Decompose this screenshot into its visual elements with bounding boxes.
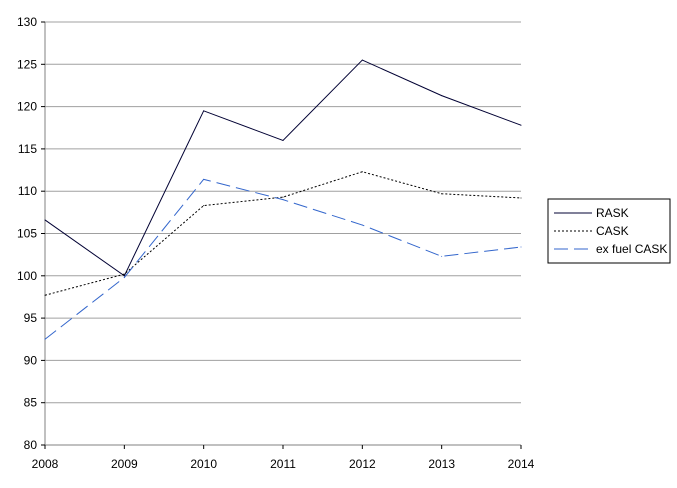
data-point [203,110,205,112]
y-tick-label: 80 [24,438,38,452]
legend: RASK CASK ex fuel CASK [547,198,671,264]
series-line-ex-fuel-cask [44,178,522,340]
data-point [123,276,125,278]
data-point [203,178,205,180]
legend-label: RASK [596,206,629,220]
data-point [520,124,522,126]
legend-label: ex fuel CASK [596,242,667,256]
y-tick-label: 100 [17,269,37,283]
data-point [361,171,363,173]
series-lines [44,59,522,340]
y-tick-label: 105 [17,227,37,241]
x-tick-label: 2014 [508,457,535,471]
data-point [44,294,46,296]
data-point [203,205,205,207]
series-line-rask [44,59,522,277]
data-point [441,95,443,97]
data-point [441,255,443,257]
data-point [44,338,46,340]
y-axis-ticks: 80 85 90 95 100 105 110 115 120 125 130 [17,15,45,452]
data-point [123,275,125,277]
gridlines [45,21,521,404]
y-tick-label: 120 [17,100,37,114]
x-tick-label: 2013 [428,457,455,471]
x-tick-label: 2011 [270,457,296,471]
y-tick-label: 125 [17,57,37,71]
y-tick-label: 130 [17,15,37,29]
y-tick-label: 85 [24,396,38,410]
y-tick-label: 110 [18,184,37,198]
legend-label: CASK [596,224,629,238]
data-point [441,193,443,195]
legend-box [547,198,671,264]
data-point [520,197,522,199]
data-point [361,224,363,226]
x-tick-label: 2010 [190,457,217,471]
y-tick-label: 95 [24,311,38,325]
y-tick-label: 115 [18,142,37,156]
x-tick-label: 2012 [349,457,376,471]
x-axis-ticks: 2008 2009 2010 2011 2012 2013 2014 [32,445,535,471]
x-tick-label: 2008 [32,457,59,471]
data-point [282,196,284,198]
data-point [123,273,125,275]
y-tick-label: 90 [24,353,38,367]
data-point [282,199,284,201]
data-point [361,59,363,61]
data-point [44,219,46,221]
data-point [520,246,522,248]
data-point [282,139,284,141]
x-tick-label: 2009 [111,457,138,471]
